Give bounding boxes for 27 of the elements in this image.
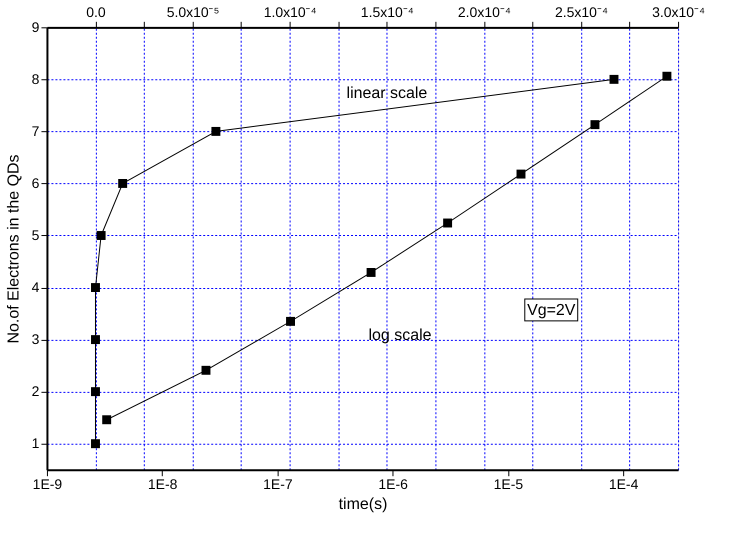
x2-tick-label: 5.0x10⁻⁵ bbox=[166, 4, 220, 20]
y-tick-label: 4 bbox=[32, 279, 40, 296]
x2-tick-label: 2.0x10⁻⁴ bbox=[458, 4, 511, 20]
x-tick-label: 1E-5 bbox=[494, 476, 524, 492]
y-tick-label: 5 bbox=[32, 226, 40, 243]
text: log scale bbox=[368, 326, 432, 344]
y-tick-label: 1 bbox=[32, 435, 40, 452]
x2-tick-label: 0.0 bbox=[86, 4, 106, 20]
y-tick-label: 3 bbox=[32, 331, 40, 348]
y-tick-label: 8 bbox=[32, 70, 40, 87]
x-axis-title: time(s) bbox=[338, 496, 388, 514]
annotation: Vg=2V bbox=[527, 302, 576, 319]
x2-tick-label: 1.5x10⁻⁴ bbox=[360, 4, 414, 20]
x-tick-label: 1E-8 bbox=[148, 476, 178, 492]
y-axis-title: No.of Electrons in the QDs bbox=[6, 154, 23, 344]
x2-tick-label: 1.0x10⁻⁴ bbox=[264, 4, 317, 20]
y-tick-label: 2 bbox=[32, 383, 40, 400]
y-tick-label: 6 bbox=[32, 174, 40, 191]
y-tick-label: 7 bbox=[32, 122, 40, 139]
x-tick-label: 1E-6 bbox=[378, 476, 408, 492]
x-tick-label: 1E-9 bbox=[32, 476, 62, 492]
y-tick-label: 9 bbox=[32, 18, 40, 35]
x-tick-label: 1E-4 bbox=[608, 476, 639, 492]
x2-tick-label: 3.0x10⁻⁴ bbox=[652, 4, 706, 20]
series-label: linear scale bbox=[346, 85, 428, 102]
x-tick-label: 1E-7 bbox=[263, 476, 293, 492]
x2-tick-label: 2.5x10⁻⁴ bbox=[555, 4, 608, 20]
